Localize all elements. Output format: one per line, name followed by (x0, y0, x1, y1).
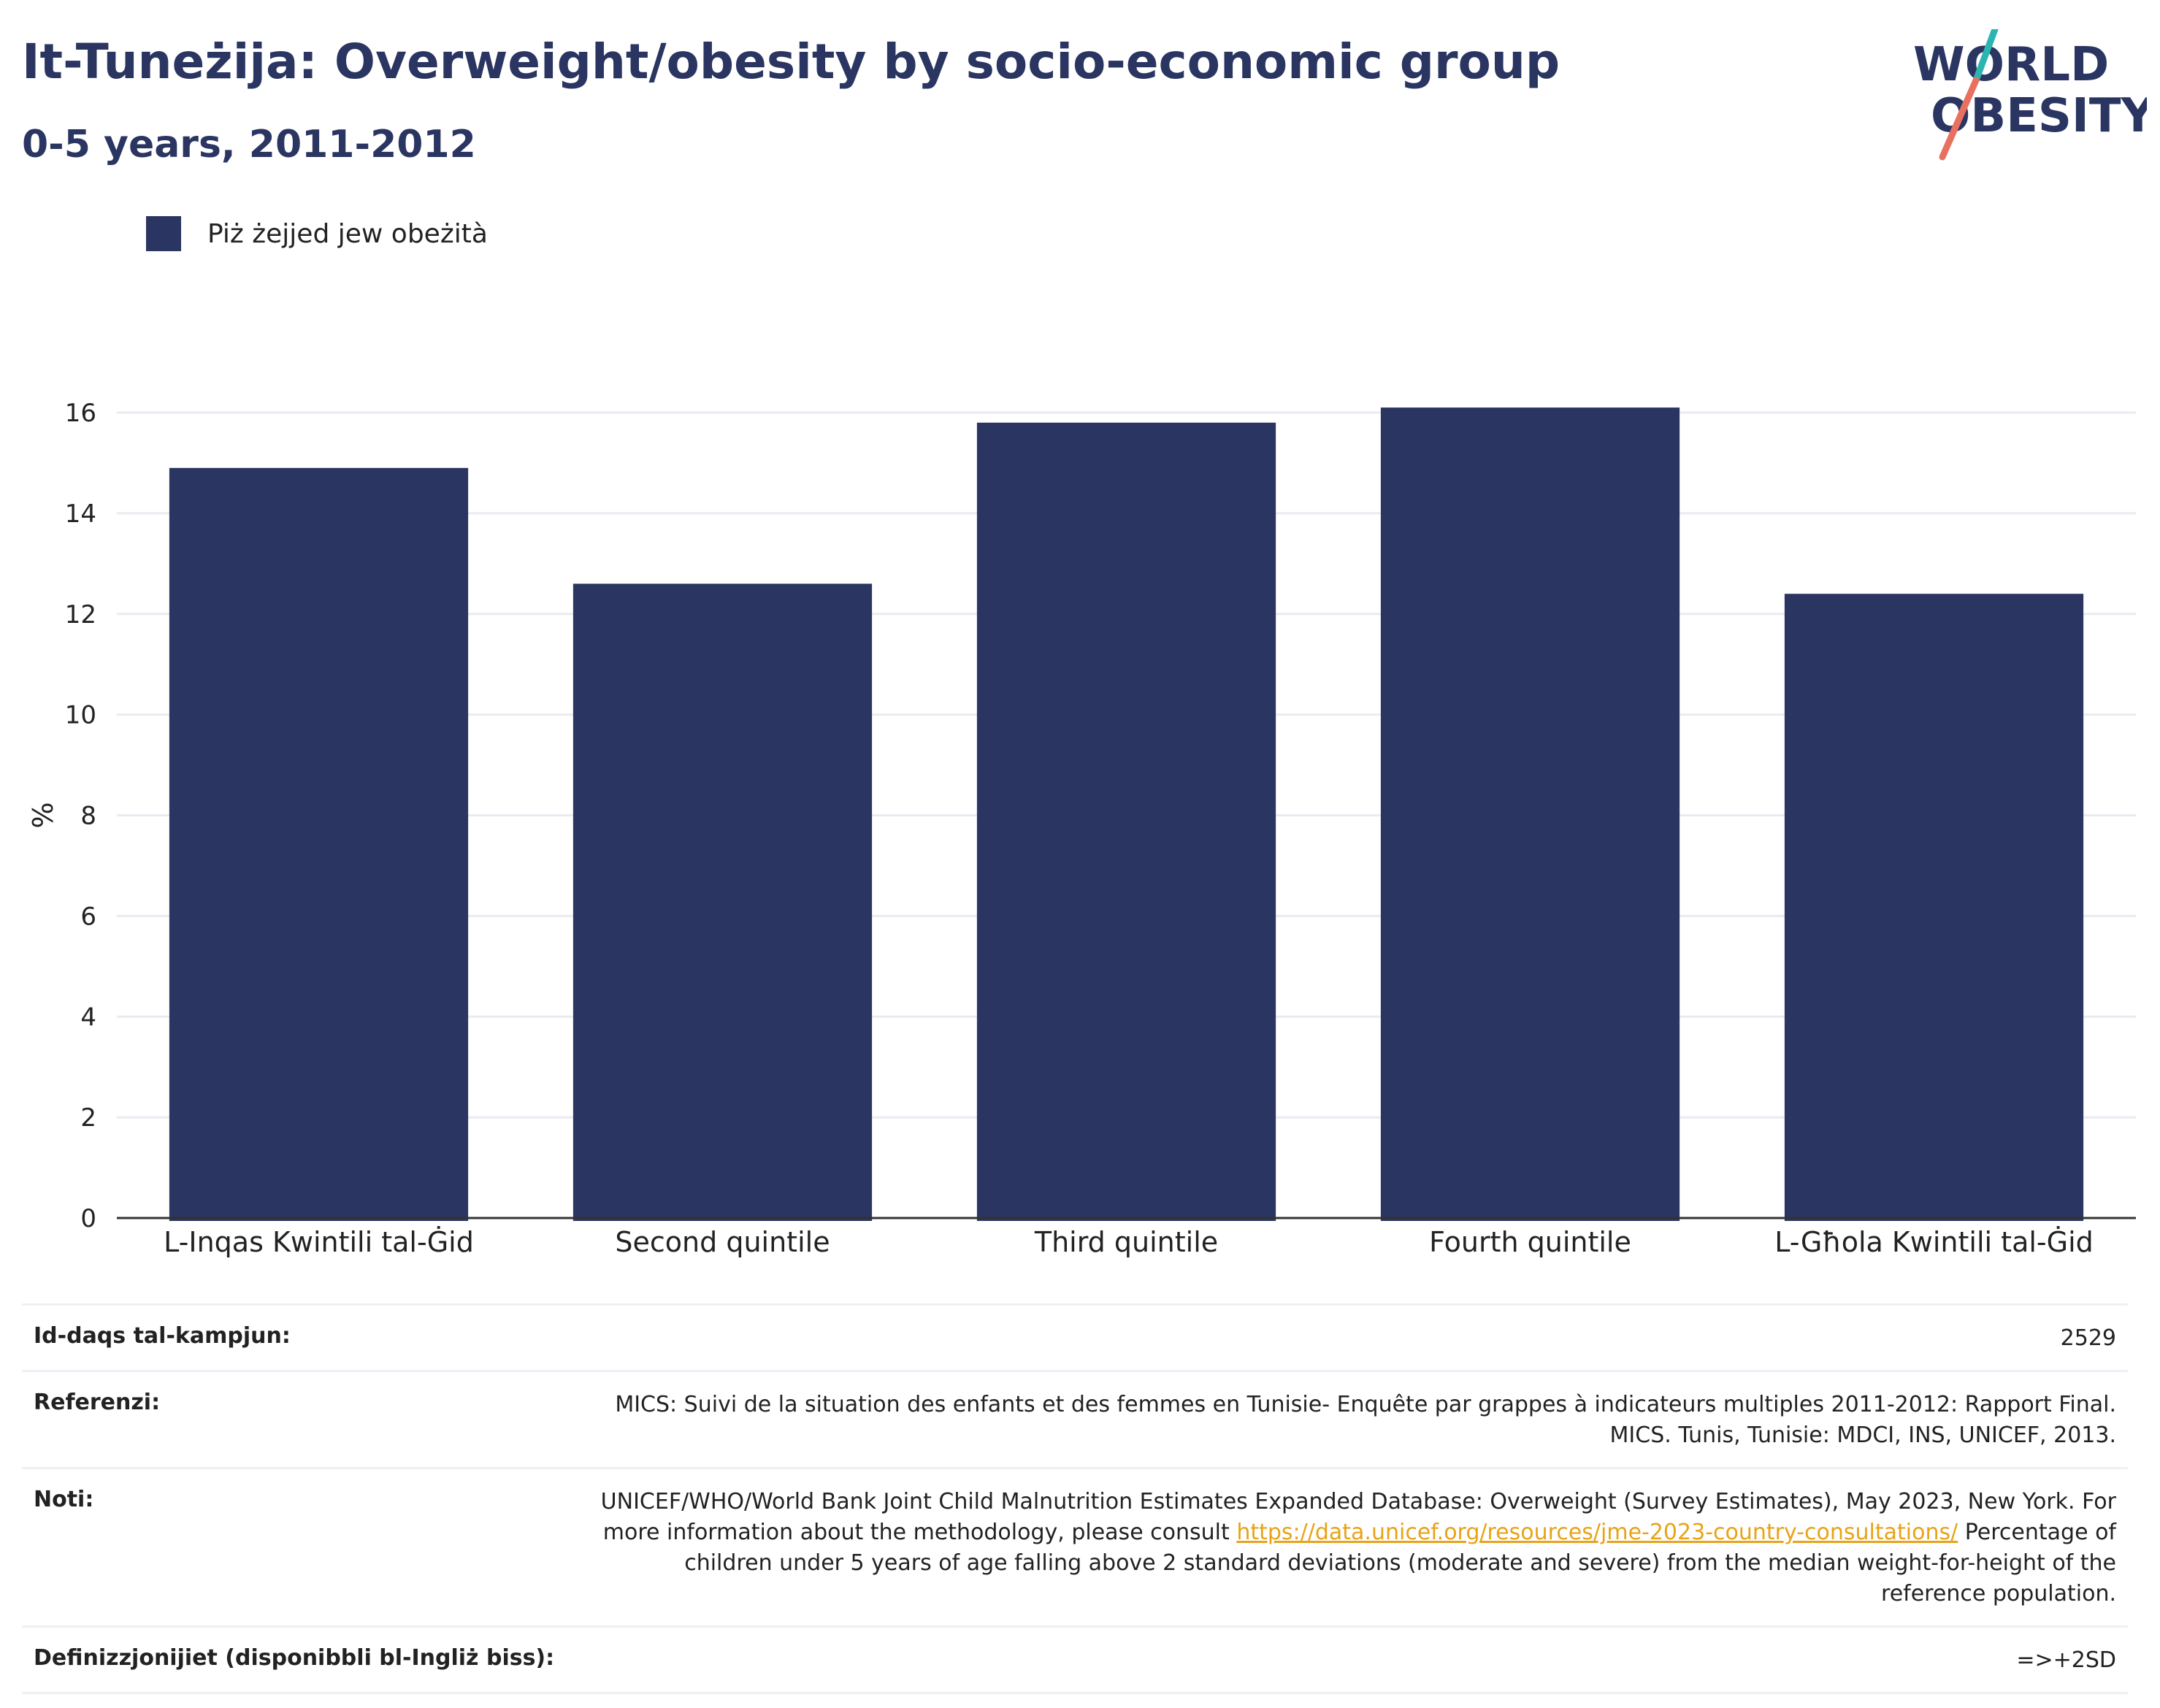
y-tick-label: 4 (80, 1003, 96, 1032)
y-tick-label: 16 (65, 399, 96, 428)
notes-link[interactable]: https://data.unicef.org/resources/jme-20… (1236, 1520, 1958, 1545)
notes-text-before: UNICEF/WHO/World Bank Joint Child Malnut… (600, 1489, 2116, 1545)
references-value: MICS: Suivi de la situation des enfants … (615, 1392, 2116, 1448)
sample-size-label: Id-daqs tal-kampjun: (34, 1323, 291, 1349)
y-tick-label: 0 (80, 1204, 96, 1233)
chart-subtitle: 0-5 years, 2011-2012 (22, 123, 476, 166)
bar (1784, 594, 2084, 1221)
notes-text-after: Percentage of children under 5 years of … (684, 1520, 2116, 1606)
definitions-value: =>+2SD (2016, 1647, 2116, 1673)
y-tick-label: 14 (65, 499, 96, 529)
logo-slash-top (1972, 29, 1999, 84)
y-axis-label: % (27, 802, 59, 828)
references-label: Referenzi: (34, 1390, 161, 1415)
y-tick-label: 6 (80, 902, 96, 931)
world-obesity-logo: WORLD OBESITY (1913, 29, 2147, 161)
logo-slash-bottom (1939, 77, 1980, 161)
legend-label: Piż żejjed jew obeżità (207, 218, 488, 249)
info-row-sample-size: Id-daqs tal-kampjun: 2529 (22, 1303, 2128, 1370)
info-row-notes: Noti: UNICEF/WHO/World Bank Joint Child … (22, 1467, 2128, 1625)
y-tick-label: 8 (80, 802, 96, 831)
definitions-label: Definizzjonijiet (disponibbli bl-Ingliż … (34, 1645, 555, 1671)
y-tick-label: 2 (80, 1103, 96, 1133)
legend-swatch (146, 216, 181, 251)
chart-title: It-Tuneżija: Overweight/obesity by socio… (22, 34, 1560, 90)
x-category-label: Second quintile (615, 1226, 830, 1258)
sample-size-value: 2529 (2060, 1325, 2116, 1351)
info-row-references: Referenzi: MICS: Suivi de la situation d… (22, 1370, 2128, 1467)
x-category-label: L-Għola Kwintili tal-Ġid (1774, 1226, 2094, 1258)
bar (169, 467, 469, 1221)
info-row-definitions: Definizzjonijiet (disponibbli bl-Ingliż … (22, 1625, 2128, 1694)
x-category-label: Third quintile (1034, 1226, 1218, 1258)
bar (572, 583, 873, 1221)
chart-legend[interactable]: Piż żejjed jew obeżità (146, 216, 488, 251)
bar (1380, 407, 1680, 1222)
y-tick-label: 10 (65, 701, 96, 730)
notes-value: UNICEF/WHO/World Bank Joint Child Malnut… (597, 1487, 2116, 1609)
x-category-label: Fourth quintile (1429, 1226, 1631, 1258)
notes-label: Noti: (34, 1487, 94, 1512)
bar-chart: 0 2 4 6 8 10 12 14 16 L-Inqas Kwintili tal-Ġid Sec… (27, 399, 2136, 1258)
y-tick-label: 12 (65, 600, 96, 629)
bar (976, 422, 1276, 1221)
x-category-label: L-Inqas Kwintili tal-Ġid (164, 1226, 474, 1258)
info-table: Id-daqs tal-kampjun: 2529 Referenzi: MIC… (22, 1303, 2128, 1694)
logo-line1: WORLD (1913, 38, 2109, 92)
